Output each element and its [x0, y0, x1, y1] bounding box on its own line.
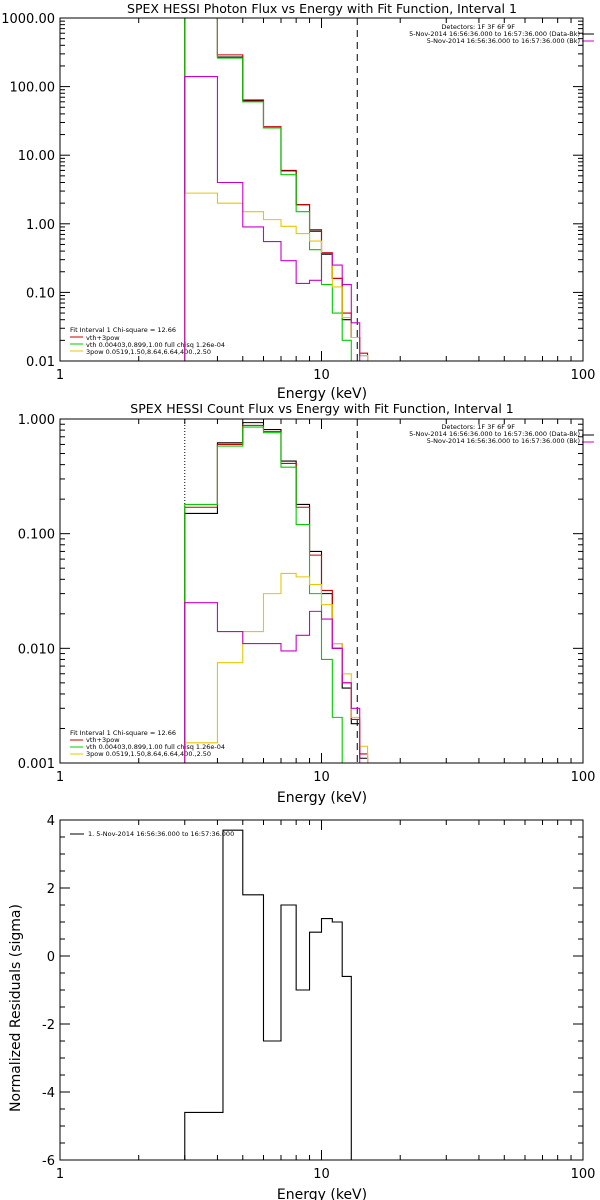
legend-entry-data-bk: 5-Nov-2014 16:56:36.000 to 16:57:36.000 … [409, 430, 580, 438]
y-tick-label: 1.00 [26, 218, 55, 233]
legend-header: Detectors: 1F 3F 6F 9F [441, 423, 515, 431]
fit-legend-entry-3pow: 3pow 0.0519,1.50,8.64,6.64,400.,2.50 [86, 348, 211, 356]
y-tick-label: 0.010 [18, 642, 55, 657]
y-tick-label: 0 [47, 950, 55, 965]
y-tick-label: 1000.00 [1, 12, 55, 27]
legend-entry-bk: 5-Nov-2014 16:56:36.000 to 16:57:36.000 … [427, 437, 580, 445]
count-flux-chart: SPEX HESSI Count Flux vs Energy with Fit… [18, 401, 596, 806]
series-line-2 [184, 426, 343, 763]
chart-title: SPEX HESSI Count Flux vs Energy with Fit… [130, 401, 513, 416]
series-line-1 [184, 424, 369, 763]
x-axis-label: Energy (keV) [277, 1187, 367, 1200]
fit-legend-header: Fit Interval 1 Chi-square = 12.66 [70, 326, 176, 334]
x-axis-label: Energy (keV) [277, 790, 367, 806]
series-line-0 [184, 18, 369, 361]
fit-legend-entry-3pow: 3pow 0.0519,1.50,8.64,6.64,400.,2.50 [86, 750, 211, 758]
x-tick-label: 100 [571, 1167, 596, 1182]
series-line-4 [184, 76, 361, 361]
y-tick-label: -2 [42, 1018, 55, 1033]
plot-frame [59, 819, 584, 1161]
legend-entry-data-bk: 5-Nov-2014 16:56:36.000 to 16:57:36.000 … [409, 30, 580, 38]
fit-legend-entry-vth: vth 0.00403,0.899,1.00 full chisq 1.26e-… [86, 341, 225, 349]
x-tick-label: 10 [313, 1167, 330, 1182]
y-tick-label: 0.100 [18, 528, 55, 543]
legend-entry-interval: 1. 5-Nov-2014 16:56:36.000 to 16:57:36.0… [88, 830, 234, 838]
legend-header: Detectors: 1F 3F 6F 9F [441, 23, 515, 31]
y-tick-label: -4 [42, 1086, 55, 1101]
x-tick-label: 1 [56, 770, 64, 785]
x-tick-label: 100 [571, 368, 596, 383]
x-axis-label: Energy (keV) [277, 386, 367, 402]
x-tick-label: 10 [313, 368, 330, 383]
y-tick-label: 2 [47, 882, 55, 897]
fit-legend-entry-vth-3pow: vth+3pow [86, 334, 120, 342]
x-tick-label: 10 [313, 770, 330, 785]
y-tick-label: 1.000 [18, 413, 55, 428]
plot-frame [59, 418, 584, 764]
series-line-4 [184, 602, 361, 763]
photon-flux-chart: SPEX HESSI Photon Flux vs Energy with Fi… [1, 1, 596, 402]
legend-entry-bk: 5-Nov-2014 16:56:36.000 to 16:57:36.000 … [427, 37, 580, 45]
y-axis-label: Normalized Residuals (sigma) [8, 904, 24, 1112]
y-tick-label: 10.00 [18, 149, 55, 164]
y-tick-label: 0.01 [26, 355, 55, 370]
series-line-2 [184, 18, 352, 361]
x-tick-label: 100 [571, 770, 596, 785]
plot-frame [59, 17, 584, 362]
x-tick-label: 1 [56, 1167, 64, 1182]
x-tick-label: 1 [56, 368, 64, 383]
y-tick-label: 4 [47, 814, 55, 829]
fit-legend-entry-vth: vth 0.00403,0.899,1.00 full chisq 1.26e-… [86, 743, 225, 751]
residuals-chart: Energy (keV) Normalized Residuals (sigma… [8, 814, 595, 1200]
y-tick-label: 0.001 [18, 757, 55, 772]
series-line-0 [184, 422, 369, 763]
series-line-1 [184, 18, 369, 361]
fit-legend-entry-vth-3pow: vth+3pow [86, 736, 120, 744]
fit-legend-header: Fit Interval 1 Chi-square = 12.66 [70, 729, 176, 737]
series-line-0 [184, 829, 352, 1160]
y-tick-label: 0.10 [26, 286, 55, 301]
y-tick-label: 100.00 [10, 81, 56, 96]
chart-title: SPEX HESSI Photon Flux vs Energy with Fi… [127, 1, 517, 16]
y-tick-label: -6 [42, 1154, 55, 1169]
